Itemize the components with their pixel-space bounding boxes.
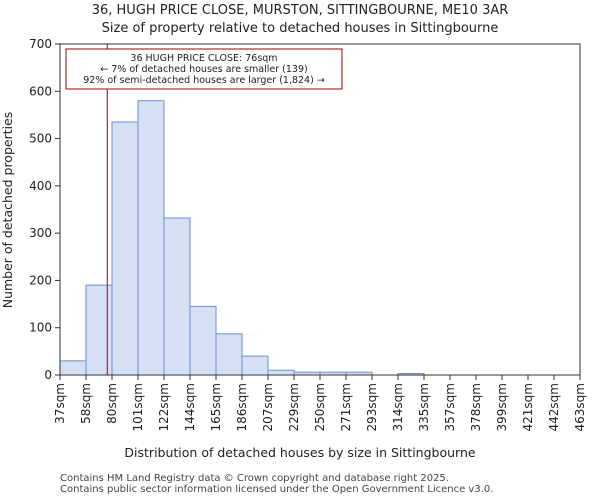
bar-165sqm [215,333,243,376]
bar-37sqm [59,360,87,376]
bar-122sqm [163,217,191,376]
x-tick-label: 122sqm [157,383,171,431]
bar-186sqm [241,355,269,376]
histogram-chart: 36, HUGH PRICE CLOSE, MURSTON, SITTINGBO… [0,3,587,460]
chart-subtitle: Size of property relative to detached ho… [102,21,499,36]
bar-58sqm [85,284,113,376]
y-tick-label: 300 [29,226,52,240]
footer-line-1: Contains HM Land Registry data © Crown c… [60,473,449,484]
x-tick-label: 58sqm [79,383,93,424]
x-tick-label: 207sqm [261,383,275,431]
x-tick-label: 378sqm [469,383,483,431]
footer: Contains HM Land Registry data © Crown c… [60,473,494,495]
chart-title: 36, HUGH PRICE CLOSE, MURSTON, SITTINGBO… [92,3,509,18]
x-tick-label: 314sqm [391,383,405,431]
annotation-line-3: 92% of semi-detached houses are larger (… [83,75,325,86]
plot-frame [59,43,581,376]
x-tick-label: 271sqm [339,383,353,431]
y-tick-label: 500 [29,132,52,146]
footer-line-2: Contains public sector information licen… [60,483,494,495]
bar-144sqm [189,305,217,376]
bar-80sqm [111,121,139,376]
y-tick-label: 100 [29,321,52,335]
x-axis-ticks: 37sqm 58sqm 80sqm 101sqm 122sqm 144sqm 165sqm 1… [53,375,587,431]
x-tick-label: 250sqm [313,383,327,431]
y-axis-label: Number of detached properties [0,112,15,309]
y-tick-label: 700 [29,37,52,51]
x-tick-label: 357sqm [443,383,457,431]
annotation-frame [65,48,343,90]
y-tick-label: 600 [29,84,52,98]
x-tick-label: 399sqm [495,383,509,431]
x-tick-label: 165sqm [209,383,223,431]
y-tick-label: 400 [29,179,52,193]
bar-101sqm [137,100,165,376]
x-tick-label: 80sqm [105,383,119,424]
x-tick-label: 463sqm [573,383,587,431]
x-tick-label: 442sqm [547,383,561,431]
y-axis-ticks: 0 100 200 300 400 500 600 700 [29,37,60,382]
x-tick-label: 421sqm [521,383,535,431]
x-tick-label: 101sqm [131,383,145,431]
annotation-line-2: ← 7% of detached houses are smaller (139… [100,64,307,75]
x-tick-label: 335sqm [417,383,431,431]
x-tick-label: 293sqm [365,383,379,431]
x-tick-label: 144sqm [183,383,197,431]
bars-group [59,100,425,376]
x-tick-label: 37sqm [53,383,67,424]
x-tick-label: 186sqm [235,383,249,431]
annotation-box: 36 HUGH PRICE CLOSE: 76sqm ← 7% of detac… [65,48,343,90]
x-axis-label: Distribution of detached houses by size … [124,445,475,460]
y-tick-label: 200 [29,273,52,287]
y-tick-label: 0 [44,368,52,382]
annotation-line-1: 36 HUGH PRICE CLOSE: 76sqm [130,53,277,64]
x-tick-label: 229sqm [287,383,301,431]
bar-207sqm [267,369,295,376]
